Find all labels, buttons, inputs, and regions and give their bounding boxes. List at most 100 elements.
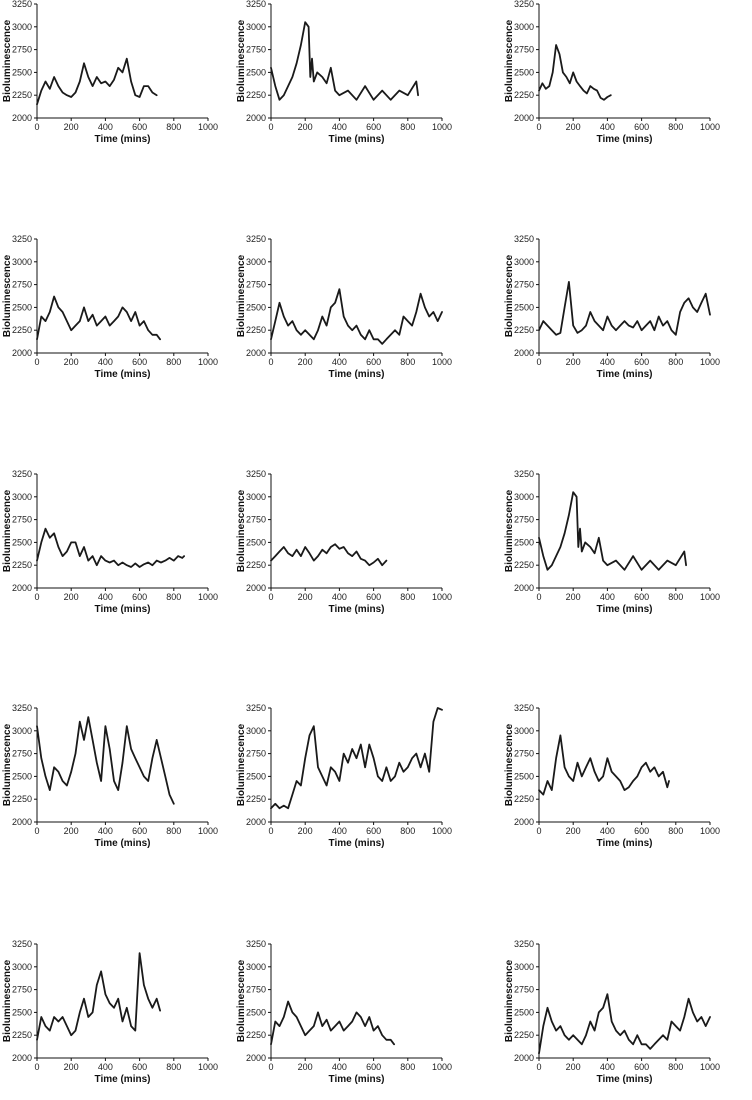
chart-14: 2000 2250 2500 2750 3000 3250 0 200 400 600 800 100… bbox=[236, 939, 452, 1085]
x-tick-label: 400 bbox=[98, 122, 113, 132]
y-tick-label: 2500 bbox=[246, 771, 266, 781]
x-tick-label: 200 bbox=[566, 122, 581, 132]
x-tick-label: 600 bbox=[132, 1062, 147, 1072]
y-axis-label: Bioluminescence bbox=[504, 489, 515, 572]
x-tick-label: 400 bbox=[98, 826, 113, 836]
x-tick-label: 0 bbox=[268, 826, 273, 836]
y-tick-label: 3000 bbox=[246, 22, 266, 32]
x-tick-label: 800 bbox=[668, 122, 683, 132]
y-tick-label: 2750 bbox=[246, 985, 266, 995]
y-tick-label: 2000 bbox=[12, 817, 32, 827]
y-tick-label: 3000 bbox=[514, 962, 534, 972]
y-axis-label: Bioluminescence bbox=[236, 19, 247, 102]
x-tick-label: 1000 bbox=[432, 357, 452, 367]
x-axis-label: Time (mins) bbox=[95, 1074, 151, 1085]
y-tick-label: 2000 bbox=[246, 1053, 266, 1063]
x-tick-label: 1000 bbox=[432, 592, 452, 602]
x-tick-label: 200 bbox=[566, 357, 581, 367]
x-tick-label: 200 bbox=[298, 122, 313, 132]
x-tick-label: 200 bbox=[298, 592, 313, 602]
chart-panel-8: 2000 2250 2500 2750 3000 3250 0 200 400 600 800 100… bbox=[234, 469, 484, 630]
series-line bbox=[270, 288, 443, 345]
y-tick-label: 3250 bbox=[12, 939, 32, 949]
y-tick-label: 3000 bbox=[12, 726, 32, 736]
y-tick-label: 2000 bbox=[514, 817, 534, 827]
x-tick-label: 400 bbox=[98, 1062, 113, 1072]
x-tick-label: 800 bbox=[668, 592, 683, 602]
y-tick-label: 2000 bbox=[514, 113, 534, 123]
series-line bbox=[270, 707, 443, 810]
y-tick-label: 3000 bbox=[12, 257, 32, 267]
y-tick-label: 2250 bbox=[12, 325, 32, 335]
y-tick-label: 2750 bbox=[514, 749, 534, 759]
y-tick-label: 3250 bbox=[246, 703, 266, 713]
x-tick-label: 800 bbox=[400, 826, 415, 836]
y-tick-label: 2500 bbox=[246, 1007, 266, 1017]
y-tick-label: 2250 bbox=[246, 560, 266, 570]
x-tick-label: 200 bbox=[566, 826, 581, 836]
y-axis-label: Bioluminescence bbox=[2, 254, 13, 337]
axis-frame bbox=[270, 708, 442, 823]
y-tick-label: 3000 bbox=[514, 726, 534, 736]
x-tick-label: 600 bbox=[132, 826, 147, 836]
x-axis-label: Time (mins) bbox=[329, 134, 385, 145]
x-tick-label: 0 bbox=[536, 1062, 541, 1072]
axis-frame bbox=[538, 239, 710, 354]
x-tick-label: 400 bbox=[332, 592, 347, 602]
x-tick-label: 200 bbox=[64, 826, 79, 836]
x-tick-label: 200 bbox=[298, 357, 313, 367]
y-tick-label: 3000 bbox=[514, 22, 534, 32]
chart-panel-10: 2000 2250 2500 2750 3000 3250 0 200 400 600 800 100… bbox=[0, 703, 250, 864]
x-tick-label: 1000 bbox=[432, 1062, 452, 1072]
x-tick-label: 1000 bbox=[700, 122, 720, 132]
y-tick-label: 3250 bbox=[246, 234, 266, 244]
x-tick-label: 600 bbox=[366, 826, 381, 836]
series-line bbox=[36, 952, 161, 1041]
x-tick-label: 0 bbox=[536, 592, 541, 602]
series-line bbox=[538, 44, 612, 101]
chart-12: 2000 2250 2500 2750 3000 3250 0 200 400 600 800 100… bbox=[504, 703, 720, 849]
chart-7: 2000 2250 2500 2750 3000 3250 0 200 400 600 800 100… bbox=[2, 469, 218, 615]
y-tick-label: 3250 bbox=[246, 0, 266, 9]
x-tick-label: 200 bbox=[64, 122, 79, 132]
x-axis-label: Time (mins) bbox=[597, 838, 653, 849]
x-axis-label: Time (mins) bbox=[95, 134, 151, 145]
y-tick-label: 2250 bbox=[514, 90, 534, 100]
x-tick-label: 200 bbox=[64, 1062, 79, 1072]
x-tick-label: 800 bbox=[400, 357, 415, 367]
x-tick-label: 600 bbox=[366, 122, 381, 132]
series-line bbox=[538, 734, 670, 796]
chart-panel-9: 2000 2250 2500 2750 3000 3250 0 200 400 600 800 100… bbox=[502, 469, 752, 630]
x-tick-label: 1000 bbox=[198, 592, 218, 602]
y-tick-label: 2250 bbox=[12, 560, 32, 570]
x-tick-label: 1000 bbox=[198, 122, 218, 132]
y-tick-label: 2500 bbox=[514, 1007, 534, 1017]
axis-frame bbox=[36, 4, 208, 119]
y-tick-label: 2000 bbox=[514, 1053, 534, 1063]
chart-panel-11: 2000 2250 2500 2750 3000 3250 0 200 400 600 800 100… bbox=[234, 703, 484, 864]
y-axis-label: Bioluminescence bbox=[236, 723, 247, 806]
y-axis-label: Bioluminescence bbox=[2, 19, 13, 102]
x-tick-label: 0 bbox=[268, 122, 273, 132]
y-axis-label: Bioluminescence bbox=[504, 19, 515, 102]
chart-panel-1: 2000 2250 2500 2750 3000 3250 0 200 400 600 800 100… bbox=[0, 0, 250, 160]
y-tick-label: 2250 bbox=[514, 325, 534, 335]
y-tick-label: 3000 bbox=[246, 257, 266, 267]
x-tick-label: 0 bbox=[34, 592, 39, 602]
y-tick-label: 2000 bbox=[12, 348, 32, 358]
x-tick-label: 800 bbox=[166, 122, 181, 132]
series-line bbox=[270, 1000, 395, 1046]
y-tick-label: 2250 bbox=[246, 90, 266, 100]
chart-panel-4: 2000 2250 2500 2750 3000 3250 0 200 400 600 800 100… bbox=[0, 234, 250, 395]
axis-frame bbox=[270, 239, 442, 354]
y-tick-label: 3250 bbox=[514, 703, 534, 713]
y-tick-label: 2250 bbox=[246, 1030, 266, 1040]
y-tick-label: 2500 bbox=[12, 67, 32, 77]
y-tick-label: 2500 bbox=[12, 302, 32, 312]
chart-1: 2000 2250 2500 2750 3000 3250 0 200 400 600 800 100… bbox=[2, 0, 218, 145]
y-tick-label: 2750 bbox=[246, 45, 266, 55]
y-tick-label: 2000 bbox=[246, 113, 266, 123]
y-axis-label: Bioluminescence bbox=[504, 723, 515, 806]
y-axis-label: Bioluminescence bbox=[2, 959, 13, 1042]
